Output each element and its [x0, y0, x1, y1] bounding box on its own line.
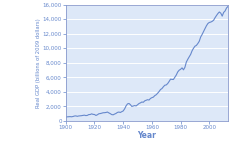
- Y-axis label: Real GDP (billions of 2009 dollars): Real GDP (billions of 2009 dollars): [36, 18, 41, 108]
- X-axis label: Year: Year: [137, 131, 156, 140]
